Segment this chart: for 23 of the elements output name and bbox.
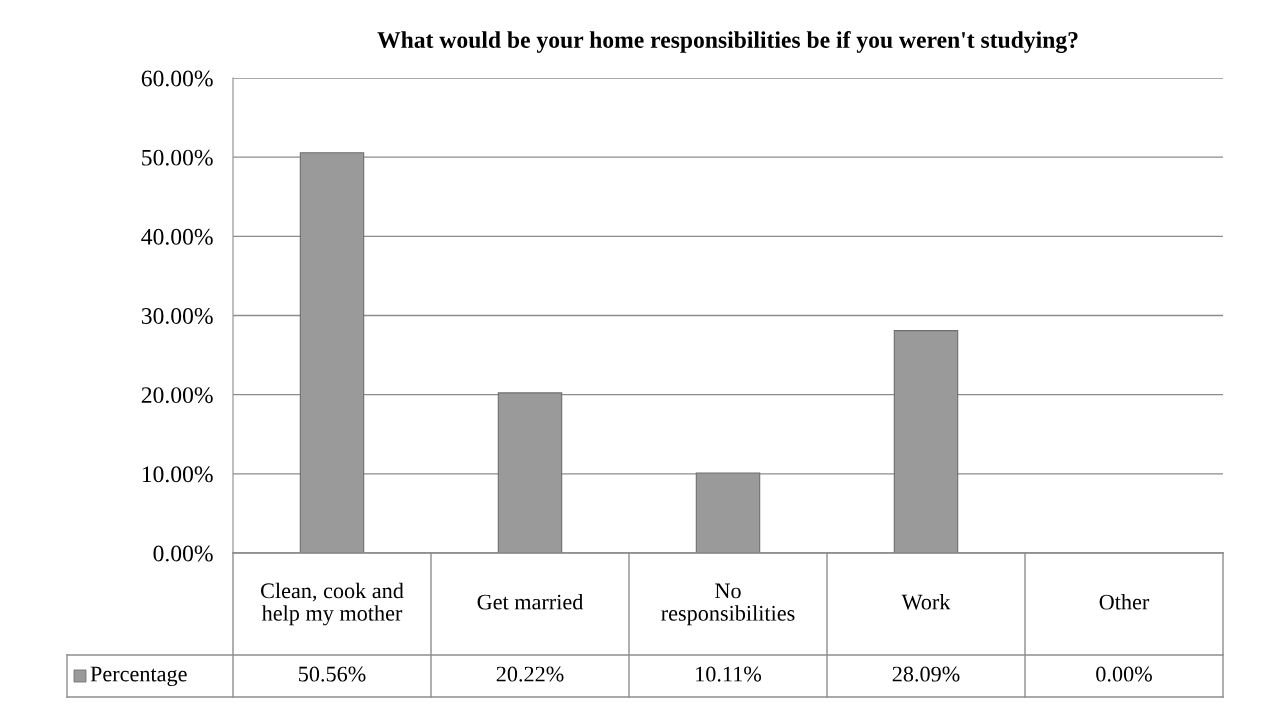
chart-title: What would be your home responsibilities be if you weren't studying? (377, 31, 1078, 53)
x-tick-label: Clean, cook and help my mother (261, 582, 404, 626)
y-tick-label: 40.00% (141, 228, 213, 245)
y-tick-label: 50.00% (142, 149, 213, 166)
y-tick-label: 0.00% (153, 545, 213, 562)
y-tick-label: 30.00% (141, 307, 213, 325)
x-tick-label: No responsibilities (661, 583, 795, 626)
x-tick-label: Get married (477, 593, 584, 610)
y-tick-label: 20.00% (141, 387, 213, 404)
data-label: 28.09% (892, 666, 960, 682)
x-tick-label: Work (901, 593, 951, 610)
data-label: 50.56% (299, 666, 366, 682)
legend-label: Percentage (90, 666, 187, 687)
bar (695, 472, 761, 553)
x-tick-label: Other (1099, 593, 1150, 610)
data-label: 20.22% (496, 666, 564, 682)
bar (299, 152, 365, 553)
data-label: 0.00% (1096, 666, 1152, 682)
y-tick-label: 60.00% (141, 70, 213, 87)
bar (893, 330, 959, 553)
bar (497, 392, 563, 553)
y-tick-label: 10.00% (142, 466, 213, 483)
data-label: 10.11% (696, 666, 762, 682)
